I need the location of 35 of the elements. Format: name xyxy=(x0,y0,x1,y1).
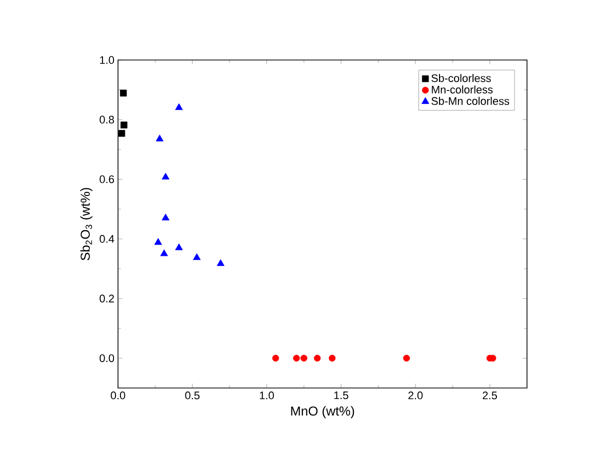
y-tick-label: 0.6 xyxy=(100,175,114,184)
point xyxy=(118,130,126,137)
point xyxy=(160,249,168,256)
y-tick-label: 0.4 xyxy=(100,235,114,243)
legend-label: Sb-colorless xyxy=(431,74,491,82)
point xyxy=(293,354,300,362)
point xyxy=(162,172,170,180)
point xyxy=(120,122,128,128)
point xyxy=(328,354,336,362)
y-tick-label: 0.0 xyxy=(100,354,114,362)
point xyxy=(175,103,183,110)
point xyxy=(156,134,164,142)
point xyxy=(403,354,410,362)
legend-label: Mn-colorless xyxy=(432,85,493,94)
x-tick-label: 0.5 xyxy=(185,392,200,400)
y-tick-label: 0.8 xyxy=(100,116,114,124)
point xyxy=(216,259,224,266)
x-tick-label: 1.0 xyxy=(260,392,274,400)
x-tick-label: 0.0 xyxy=(110,392,126,400)
x-tick-label: 2.0 xyxy=(408,392,423,400)
point xyxy=(314,354,321,362)
x-tick-label: 1.5 xyxy=(334,392,348,400)
point xyxy=(272,354,280,362)
y-tick-label: 0.2 xyxy=(100,294,114,302)
point xyxy=(193,253,201,260)
point xyxy=(162,214,170,220)
point xyxy=(175,243,183,250)
point xyxy=(120,90,127,96)
y-tick-label: 1.0 xyxy=(100,56,114,64)
y-axis-title: Sb$_{2}$O$_{3}$ (wt%) xyxy=(80,188,92,260)
legend-label: Sb-Mn colorless xyxy=(431,96,510,105)
x-axis-title: MnO (wt%) xyxy=(291,406,354,418)
point xyxy=(300,354,308,362)
x-tick-label: 2.5 xyxy=(482,392,497,400)
point xyxy=(154,238,162,245)
